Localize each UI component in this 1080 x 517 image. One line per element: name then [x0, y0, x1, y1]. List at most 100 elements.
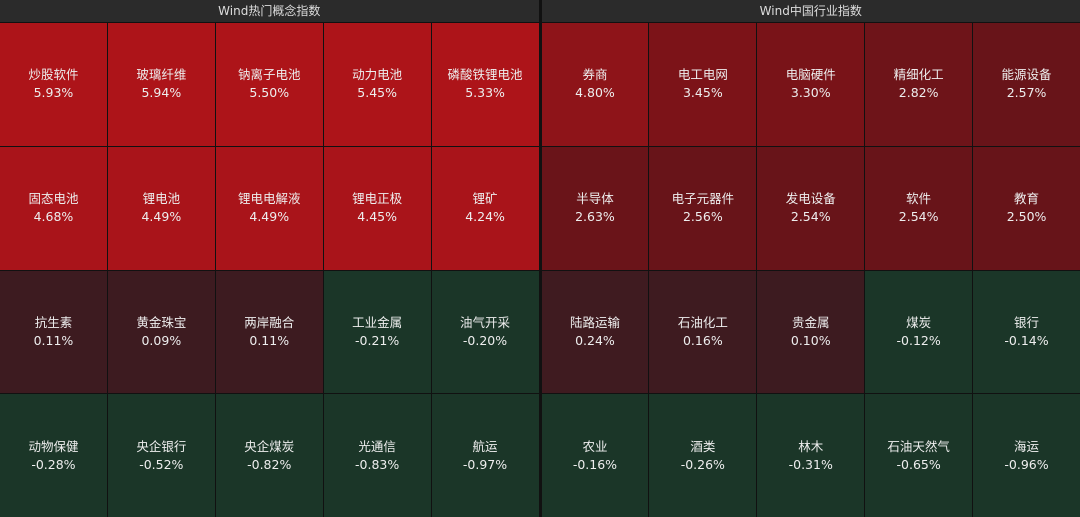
tile-change: -0.16%	[572, 456, 618, 472]
tile-name: 钠离子电池	[237, 67, 301, 83]
tile-change: 4.80%	[575, 85, 615, 101]
tile-change: 3.45%	[682, 85, 723, 101]
tile: 陆路运输 0.24%	[541, 270, 649, 394]
tile-name: 锂电池	[142, 191, 181, 207]
tile: 券商 4.80%	[541, 23, 649, 146]
tile-change: 2.57%	[1006, 85, 1047, 101]
tile-name: 固态电池	[28, 191, 79, 207]
tile-name: 工业金属	[352, 314, 403, 330]
tile-name: 农业	[582, 438, 608, 454]
tile-name: 煤炭	[906, 314, 932, 330]
tile-name: 券商	[582, 67, 608, 83]
tile: 石油天然气 -0.65%	[865, 394, 973, 517]
tile: 固态电池 4.68%	[0, 146, 107, 270]
tile: 央企煤炭 -0.82%	[215, 394, 323, 517]
tile-change: 4.49%	[141, 209, 182, 225]
tile: 两岸融合 0.11%	[215, 270, 323, 394]
tile-name: 两岸融合	[244, 314, 295, 330]
tile-name: 央企煤炭	[244, 438, 295, 454]
tile: 央企银行 -0.52%	[107, 394, 215, 517]
tile-change: 4.49%	[249, 209, 290, 225]
tile-change: 5.93%	[33, 85, 74, 101]
tile-change: 2.56%	[682, 209, 723, 225]
tile: 锂电电解液 4.49%	[215, 146, 323, 270]
tile: 农业 -0.16%	[541, 394, 649, 517]
tile: 锂矿 4.24%	[431, 146, 539, 270]
tile-name: 油气开采	[460, 314, 511, 330]
tile-change: 5.45%	[357, 85, 397, 101]
tile: 炒股软件 5.93%	[0, 23, 107, 146]
tile-change: 4.68%	[33, 209, 74, 225]
tile-name: 抗生素	[34, 314, 73, 330]
tile: 海运 -0.96%	[973, 394, 1080, 517]
tile-change: 4.45%	[357, 209, 397, 225]
tile-name: 精细化工	[893, 67, 944, 83]
tile-name: 电脑硬件	[785, 67, 836, 83]
tile: 钠离子电池 5.50%	[215, 23, 323, 146]
tile-name: 锂电正极	[352, 191, 403, 207]
tile-change: 2.63%	[575, 209, 615, 225]
tile-change: 2.54%	[790, 209, 831, 225]
tile: 动物保健 -0.28%	[0, 394, 107, 517]
tile-change: 0.10%	[790, 332, 831, 348]
tile-name: 动力电池	[352, 67, 403, 83]
tile-change: -0.82%	[247, 456, 292, 472]
tile: 电子元器件 2.56%	[649, 146, 757, 270]
tile: 精细化工 2.82%	[865, 23, 973, 146]
tile: 贵金属 0.10%	[757, 270, 865, 394]
tile-change: 0.11%	[33, 332, 74, 348]
tile-name: 锂电电解液	[237, 191, 301, 207]
tile-change: 5.50%	[249, 85, 290, 101]
tile: 煤炭 -0.12%	[865, 270, 973, 394]
tile-change: 3.30%	[790, 85, 831, 101]
tile-name: 锂矿	[472, 191, 498, 207]
tile-change: -0.26%	[680, 456, 725, 472]
tile-name: 炒股软件	[28, 67, 79, 83]
tile: 磷酸铁锂电池 5.33%	[431, 23, 539, 146]
tile-change: 0.16%	[682, 332, 723, 348]
tile-name: 磷酸铁锂电池	[447, 67, 523, 83]
tile-change: -0.96%	[1004, 456, 1049, 472]
tile-change: 2.54%	[898, 209, 939, 225]
tile-change: 2.50%	[1006, 209, 1047, 225]
tile: 工业金属 -0.21%	[323, 270, 431, 394]
tile-grid: 券商 4.80% 电工电网 3.45% 电脑硬件 3.30% 精细化工 2.82% 能源设备 2.…	[541, 23, 1080, 517]
tile: 发电设备 2.54%	[757, 146, 865, 270]
tile: 玻璃纤维 5.94%	[107, 23, 215, 146]
panel-title: Wind中国行业指数	[541, 0, 1080, 23]
tile-name: 电工电网	[677, 67, 728, 83]
tile-name: 软件	[906, 191, 932, 207]
tile: 抗生素 0.11%	[0, 270, 107, 394]
tile: 能源设备 2.57%	[973, 23, 1080, 146]
tile-grid: 炒股软件 5.93% 玻璃纤维 5.94% 钠离子电池 5.50% 动力电池 5.45% 磷酸铁…	[0, 23, 539, 517]
tile-change: 4.24%	[465, 209, 505, 225]
tile-change: -0.97%	[462, 456, 508, 472]
tile: 软件 2.54%	[865, 146, 973, 270]
tile: 银行 -0.14%	[973, 270, 1080, 394]
tile-change: -0.14%	[1004, 332, 1049, 348]
tile-name: 海运	[1014, 438, 1040, 454]
tile: 锂电正极 4.45%	[323, 146, 431, 270]
tile-name: 石油天然气	[887, 438, 950, 454]
panel: Wind中国行业指数券商 4.80% 电工电网 3.45% 电脑硬件 3.30% 精细化工 2…	[541, 0, 1080, 517]
tile-change: 0.09%	[141, 332, 182, 348]
tile-name: 贵金属	[791, 314, 830, 330]
tile-name: 光通信	[358, 438, 396, 454]
tile-change: -0.20%	[462, 332, 508, 348]
tile-name: 林木	[798, 438, 824, 454]
tile-name: 石油化工	[677, 314, 728, 330]
tile-name: 酒类	[690, 438, 716, 454]
tile-change: 2.82%	[898, 85, 939, 101]
panel-title: Wind热门概念指数	[0, 0, 539, 23]
tile: 黄金珠宝 0.09%	[107, 270, 215, 394]
tile-name: 玻璃纤维	[136, 67, 187, 83]
tile-change: -0.52%	[139, 456, 184, 472]
tile-name: 银行	[1014, 314, 1040, 330]
tile-change: -0.31%	[788, 456, 833, 472]
tile-name: 央企银行	[136, 438, 187, 454]
tile: 教育 2.50%	[973, 146, 1080, 270]
tile: 石油化工 0.16%	[649, 270, 757, 394]
tile-change: -0.65%	[896, 456, 941, 472]
panel: Wind热门概念指数炒股软件 5.93% 玻璃纤维 5.94% 钠离子电池 5.50% 动力…	[0, 0, 539, 517]
